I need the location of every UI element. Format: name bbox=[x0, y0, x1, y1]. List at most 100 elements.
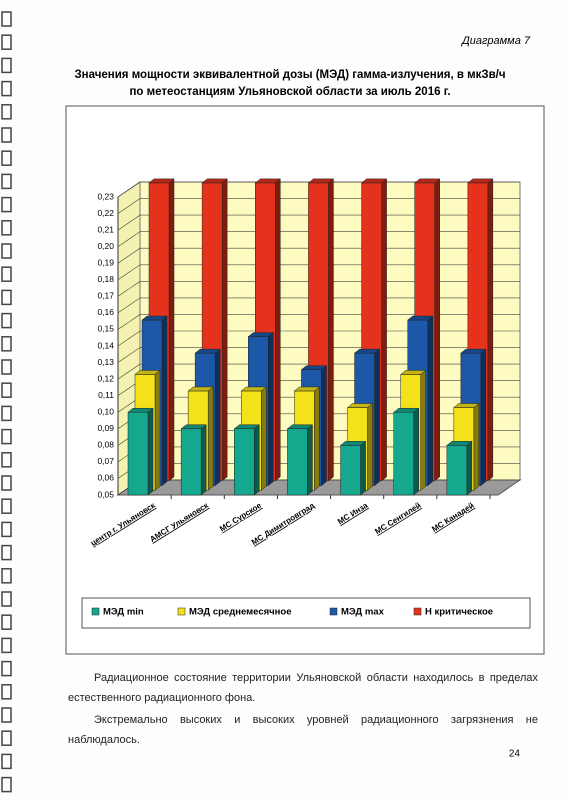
y-tick-label: 0,20 bbox=[97, 241, 114, 251]
bar-side bbox=[328, 178, 334, 482]
y-tick-label: 0,13 bbox=[97, 357, 114, 367]
legend-swatch bbox=[413, 607, 422, 616]
bar-top bbox=[254, 178, 281, 184]
y-tick-label: 0,06 bbox=[97, 473, 114, 483]
binding-ring bbox=[1, 428, 12, 445]
bar-side bbox=[420, 369, 426, 491]
grid-line bbox=[117, 281, 520, 297]
bar-top bbox=[360, 178, 388, 184]
paragraph: Радиационное состояние территории Ульяно… bbox=[68, 672, 538, 704]
bar-top bbox=[286, 424, 314, 430]
bar-top bbox=[460, 348, 487, 354]
bar bbox=[180, 428, 202, 496]
bar-side bbox=[427, 315, 433, 487]
binding-ring bbox=[1, 707, 12, 723]
bar-top bbox=[300, 365, 328, 370]
binding-ring bbox=[1, 150, 12, 166]
bar-side bbox=[381, 178, 387, 482]
binding-ring bbox=[1, 452, 12, 468]
binding-ring bbox=[1, 57, 12, 74]
bar-top bbox=[201, 178, 228, 184]
binding-ring bbox=[1, 196, 12, 213]
bar bbox=[287, 428, 308, 496]
binding-ring bbox=[1, 336, 12, 352]
y-tick-label: 0,07 bbox=[97, 456, 114, 466]
bar-side bbox=[487, 178, 494, 482]
y-tick-label: 0,19 bbox=[97, 257, 114, 267]
bar-side bbox=[473, 403, 480, 491]
y-tick-label: 0,11 bbox=[98, 390, 114, 400]
bar-top bbox=[353, 348, 381, 354]
binding-ring bbox=[1, 127, 12, 143]
binding-ring bbox=[1, 243, 12, 259]
binding-ring bbox=[1, 684, 12, 700]
binding-ring bbox=[1, 220, 12, 236]
bar-top bbox=[467, 178, 494, 184]
bar-top bbox=[339, 441, 367, 446]
binding-ring bbox=[1, 34, 12, 50]
bar-top bbox=[187, 386, 214, 392]
grid-line bbox=[117, 347, 520, 363]
binding-ring bbox=[1, 382, 12, 398]
bar-side bbox=[154, 369, 161, 491]
y-tick-label: 0,08 bbox=[97, 440, 114, 450]
bar-side bbox=[360, 440, 366, 496]
grid-line bbox=[117, 297, 520, 314]
grid-line bbox=[117, 247, 520, 264]
bar-side bbox=[434, 178, 440, 482]
bar-side bbox=[321, 365, 327, 487]
bar-top bbox=[393, 407, 420, 413]
bar-side bbox=[275, 178, 281, 482]
bar-top bbox=[407, 315, 434, 321]
binding-ring bbox=[1, 568, 12, 584]
binding-ring bbox=[1, 637, 12, 654]
binding-ring bbox=[1, 591, 12, 607]
binding-ring bbox=[1, 405, 12, 422]
bar-side bbox=[207, 386, 214, 491]
bar-side bbox=[168, 178, 175, 482]
page-number: 24 bbox=[509, 749, 521, 760]
binding-ring bbox=[1, 475, 12, 491]
y-tick-label: 0,17 bbox=[97, 291, 114, 301]
legend-label: Н критическое bbox=[425, 607, 493, 618]
binding-ring bbox=[1, 289, 12, 306]
bar-top bbox=[194, 348, 221, 354]
bar bbox=[340, 445, 361, 496]
binding-ring bbox=[1, 730, 12, 746]
chart-title: Значения мощности эквивалентной дозы (МЭ… bbox=[74, 69, 505, 81]
y-tick-label: 0,10 bbox=[97, 406, 114, 416]
grid-line bbox=[117, 330, 520, 347]
legend-label: МЭД max bbox=[341, 607, 385, 618]
y-tick-label: 0,23 bbox=[97, 191, 114, 201]
bar-side bbox=[147, 407, 154, 496]
grid-line bbox=[117, 198, 520, 214]
legend-label: МЭД среднемесячное bbox=[189, 607, 292, 618]
grid-line bbox=[117, 363, 520, 380]
binding-ring bbox=[1, 660, 12, 677]
bar-top bbox=[134, 370, 161, 375]
bar-side bbox=[200, 424, 207, 496]
bar bbox=[127, 411, 149, 496]
bar-side bbox=[254, 424, 260, 496]
bar-side bbox=[268, 332, 274, 487]
binding-ring bbox=[1, 80, 12, 97]
bar-side bbox=[374, 348, 380, 487]
y-tick-label: 0,05 bbox=[97, 489, 114, 499]
bar bbox=[446, 445, 468, 496]
bar-top bbox=[233, 424, 260, 430]
bar-top bbox=[141, 315, 168, 321]
legend-swatch bbox=[329, 607, 338, 616]
bar-side bbox=[413, 407, 419, 496]
binding-ring bbox=[1, 614, 12, 630]
legend-swatch bbox=[177, 607, 186, 616]
bar-side bbox=[214, 348, 221, 487]
y-tick-label: 0,22 bbox=[97, 208, 114, 218]
grid-line bbox=[117, 231, 520, 247]
binding-ring bbox=[1, 544, 12, 561]
y-tick-label: 0,09 bbox=[97, 423, 114, 433]
binding-ring bbox=[1, 173, 12, 190]
grid-line bbox=[117, 314, 520, 330]
y-tick-label: 0,14 bbox=[97, 340, 114, 350]
